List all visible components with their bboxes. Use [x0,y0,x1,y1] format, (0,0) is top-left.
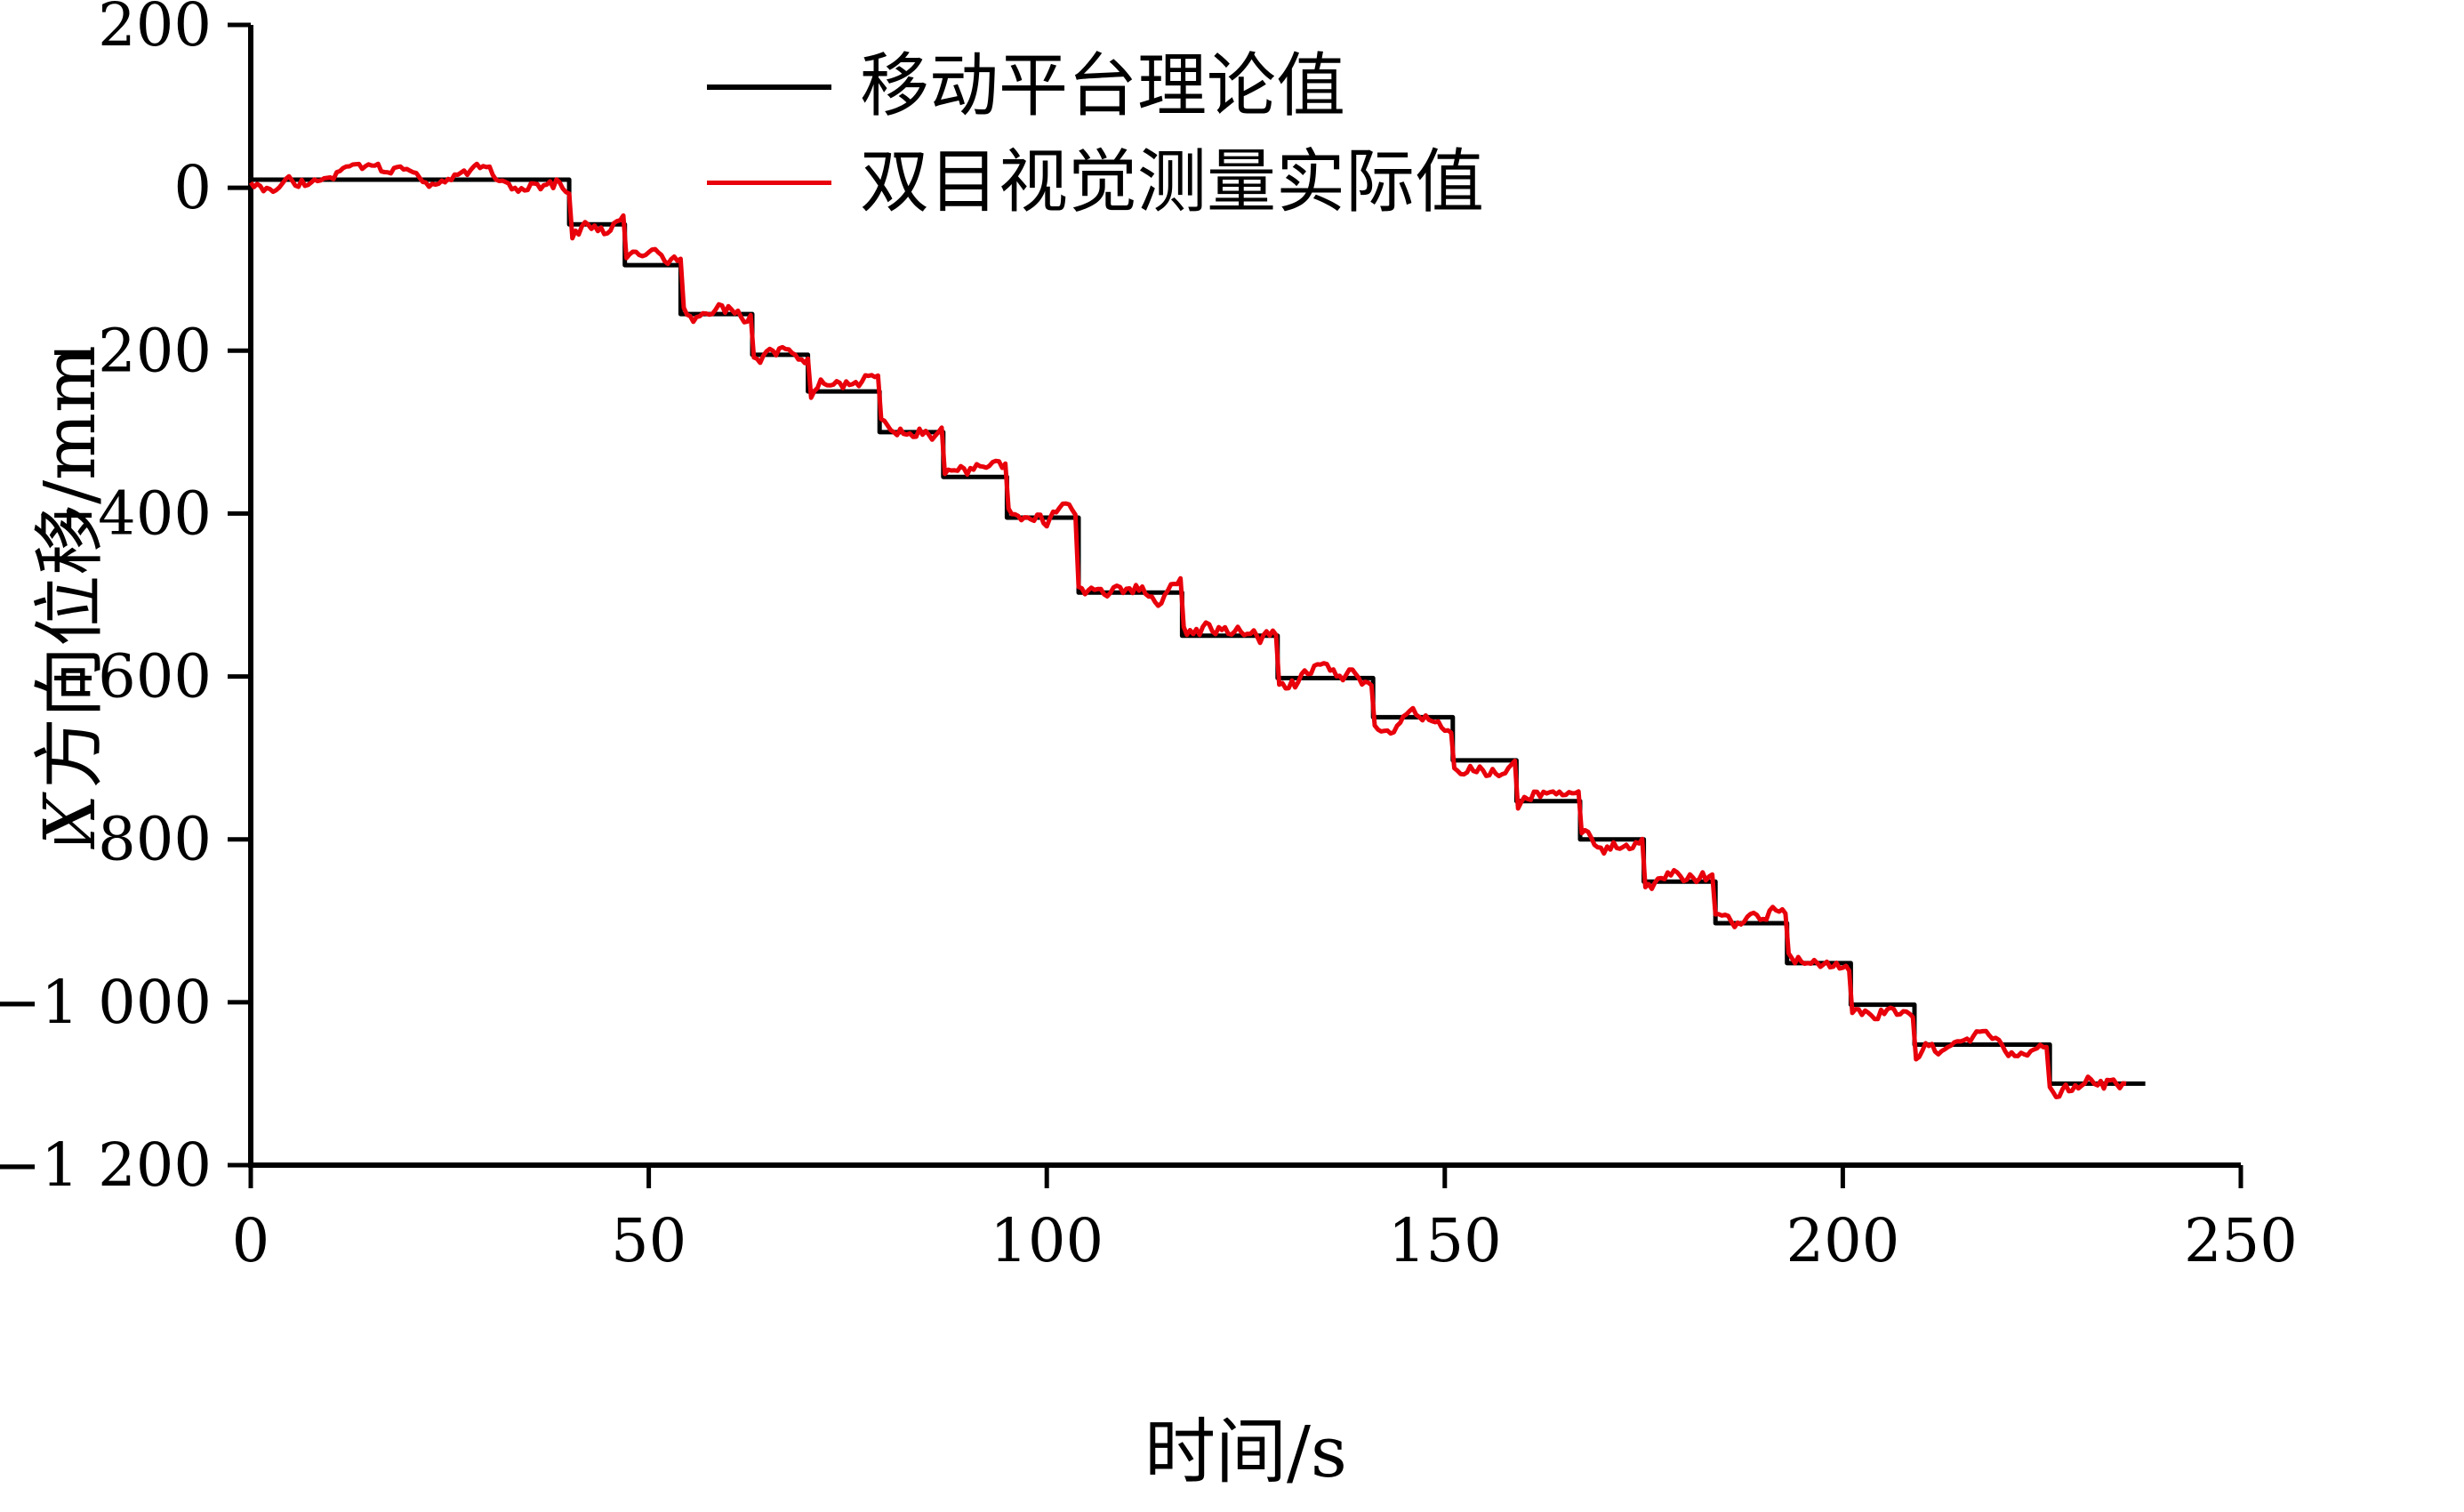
y-tick-label: −600 [48,642,212,712]
x-tick-label: 100 [990,1206,1104,1275]
legend-line-theoretical [707,84,831,90]
y-tick-label: 0 [173,153,212,222]
legend-item-theoretical: 移动平台理论值 [707,46,1484,126]
x-tick-label: 200 [1786,1206,1899,1275]
y-tick-label: −800 [48,805,212,874]
x-tick-label: 0 [232,1206,270,1275]
y-tick-label: 200 [98,0,212,60]
y-tick-label: −200 [48,316,212,385]
y-tick-label: −1 200 [0,1130,212,1200]
x-tick-label: 150 [1388,1206,1502,1275]
x-tick-label: 250 [2184,1206,2298,1275]
legend: 移动平台理论值 双目视觉测量实际值 [707,46,1485,222]
legend-line-measured [707,181,831,186]
legend-item-measured: 双目视觉测量实际值 [707,141,1485,222]
y-axis-label: X方向位移/mm [12,345,116,845]
y-tick-label: −400 [48,479,212,548]
series-measured-line [248,161,2127,1099]
y-axis-label-unit: 方向位移/mm [28,345,111,789]
x-tick-label: 50 [611,1206,686,1275]
legend-label-measured: 双目视觉测量实际值 [860,141,1485,222]
y-tick-label: −1 000 [0,968,212,1037]
y-axis-label-symbol: X [28,793,111,845]
legend-label-theoretical: 移动平台理论值 [860,46,1346,126]
x-axis-label: 时间/s [1144,1411,1347,1493]
